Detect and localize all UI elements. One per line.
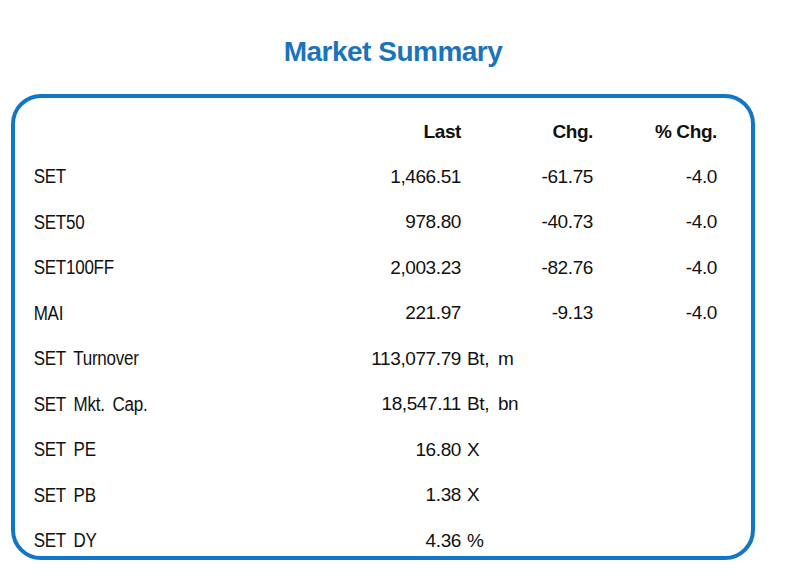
row-unit: Bt, m	[461, 348, 531, 370]
row-last-value: 4.36	[205, 530, 461, 552]
table-row: SET PB 1.38 X	[15, 473, 751, 519]
row-last-value: 1.38	[205, 484, 461, 506]
table-row: SET100FF 2,003.23 -82.76 -4.0	[15, 245, 751, 291]
row-last-value: 978.80	[205, 211, 461, 233]
row-label: SET50	[15, 211, 177, 234]
row-label: SET Mkt. Cap.	[15, 393, 177, 416]
market-summary-page: Market Summary Last Chg. % Chg. SET 1,46…	[0, 0, 786, 582]
row-chg-value: -82.76	[531, 257, 593, 279]
row-label: SET Turnover	[15, 347, 177, 370]
row-last-value: 18,547.11	[205, 393, 461, 415]
row-unit: Bt, bn	[461, 393, 531, 415]
row-pct-chg-value: -4.0	[593, 211, 717, 233]
table-row: SET PE 16.80 X	[15, 427, 751, 473]
table-row: SET50 978.80 -40.73 -4.0	[15, 200, 751, 246]
row-label: SET DY	[15, 529, 177, 552]
market-table-body: SET 1,466.51 -61.75 -4.0 SET50 978.80 -4…	[15, 154, 751, 564]
row-label: MAI	[15, 302, 177, 325]
row-label: SET	[15, 165, 177, 188]
col-header-chg: Chg.	[531, 121, 593, 143]
col-header-last: Last	[205, 121, 461, 143]
row-last-value: 2,003.23	[205, 257, 461, 279]
row-pct-chg-value: -4.0	[593, 257, 717, 279]
row-chg-value: -61.75	[531, 166, 593, 188]
row-last-value: 113,077.79	[205, 348, 461, 370]
row-unit: X	[461, 439, 531, 461]
table-row: SET DY 4.36 %	[15, 518, 751, 564]
table-row: SET Mkt. Cap. 18,547.11 Bt, bn	[15, 382, 751, 428]
row-chg-value: -40.73	[531, 211, 593, 233]
row-pct-chg-value: -4.0	[593, 302, 717, 324]
row-last-value: 1,466.51	[205, 166, 461, 188]
row-label: SET PE	[15, 438, 177, 461]
row-label: SET PB	[15, 484, 177, 507]
row-last-value: 16.80	[205, 439, 461, 461]
row-pct-chg-value: -4.0	[593, 166, 717, 188]
row-label: SET100FF	[15, 256, 177, 279]
page-title: Market Summary	[0, 36, 786, 68]
col-header-pct-chg: % Chg.	[593, 121, 717, 143]
market-summary-card: Last Chg. % Chg. SET 1,466.51 -61.75 -4.…	[11, 94, 755, 560]
row-chg-value: -9.13	[531, 302, 593, 324]
table-row: MAI 221.97 -9.13 -4.0	[15, 291, 751, 337]
row-unit: %	[461, 530, 531, 552]
row-last-value: 221.97	[205, 302, 461, 324]
table-header-row: Last Chg. % Chg.	[15, 110, 751, 154]
row-unit: X	[461, 484, 531, 506]
table-row: SET Turnover 113,077.79 Bt, m	[15, 336, 751, 382]
table-row: SET 1,466.51 -61.75 -4.0	[15, 154, 751, 200]
